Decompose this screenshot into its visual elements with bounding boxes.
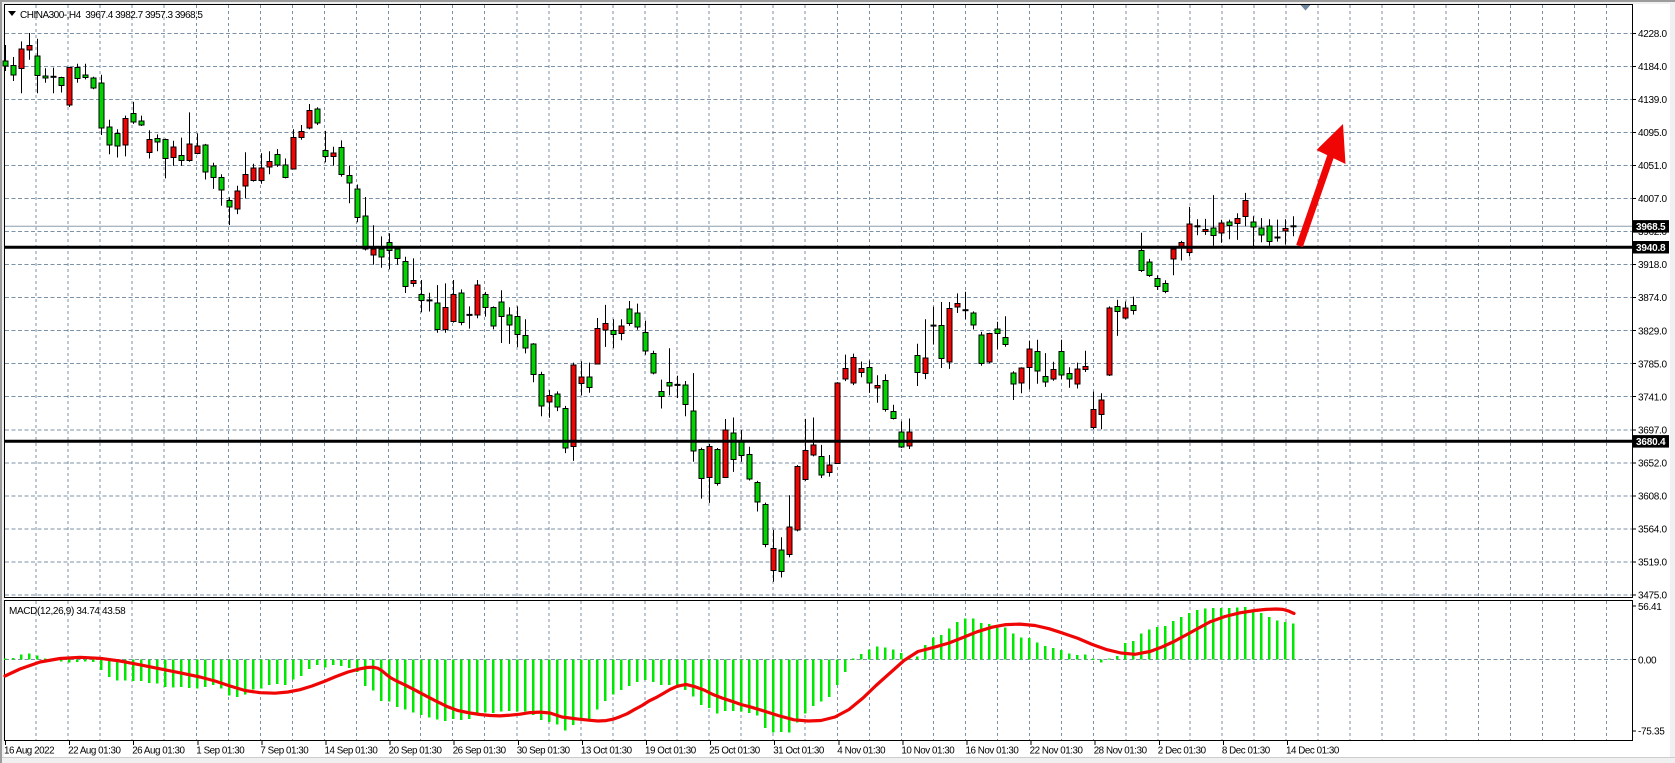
svg-text:16 Nov 01:30: 16 Nov 01:30 bbox=[966, 746, 1020, 757]
svg-text:25 Oct 01:30: 25 Oct 01:30 bbox=[709, 746, 761, 757]
svg-text:19 Oct 01:30: 19 Oct 01:30 bbox=[645, 746, 697, 757]
svg-text:MACD(12,26,9) 34.74 43.58: MACD(12,26,9) 34.74 43.58 bbox=[9, 606, 126, 617]
svg-text:16 Aug 2022: 16 Aug 2022 bbox=[4, 746, 54, 757]
svg-text:13 Oct 01:30: 13 Oct 01:30 bbox=[581, 746, 633, 757]
svg-text:3564.0: 3564.0 bbox=[1638, 525, 1668, 536]
svg-text:4184.0: 4184.0 bbox=[1638, 62, 1668, 73]
svg-text:3475.0: 3475.0 bbox=[1638, 591, 1668, 602]
svg-text:3680.4: 3680.4 bbox=[1636, 437, 1666, 448]
svg-text:7 Sep 01:30: 7 Sep 01:30 bbox=[260, 746, 309, 757]
svg-text:22 Aug 01:30: 22 Aug 01:30 bbox=[68, 746, 121, 757]
svg-text:3741.0: 3741.0 bbox=[1638, 392, 1668, 403]
svg-text:56.41: 56.41 bbox=[1638, 602, 1662, 613]
svg-text:3829.0: 3829.0 bbox=[1638, 326, 1668, 337]
svg-text:3940.8: 3940.8 bbox=[1636, 243, 1666, 254]
svg-text:3874.0: 3874.0 bbox=[1638, 293, 1668, 304]
svg-text:28 Nov 01:30: 28 Nov 01:30 bbox=[1094, 746, 1148, 757]
svg-text:4228.0: 4228.0 bbox=[1638, 29, 1668, 40]
svg-text:3918.0: 3918.0 bbox=[1638, 260, 1668, 271]
svg-text:26 Aug 01:30: 26 Aug 01:30 bbox=[132, 746, 185, 757]
svg-text:4051.0: 4051.0 bbox=[1638, 161, 1668, 172]
svg-text:3697.0: 3697.0 bbox=[1638, 425, 1668, 436]
svg-text:3519.0: 3519.0 bbox=[1638, 558, 1668, 569]
svg-text:0.00: 0.00 bbox=[1638, 655, 1657, 666]
svg-text:3785.0: 3785.0 bbox=[1638, 359, 1668, 370]
svg-text:3608.0: 3608.0 bbox=[1638, 492, 1668, 503]
svg-text:4095.0: 4095.0 bbox=[1638, 128, 1668, 139]
svg-text:26 Sep 01:30: 26 Sep 01:30 bbox=[453, 746, 507, 757]
svg-text:30 Sep 01:30: 30 Sep 01:30 bbox=[517, 746, 571, 757]
svg-text:31 Oct 01:30: 31 Oct 01:30 bbox=[773, 746, 825, 757]
svg-text:3968.5: 3968.5 bbox=[1636, 222, 1666, 233]
svg-text:8 Dec 01:30: 8 Dec 01:30 bbox=[1222, 746, 1271, 757]
svg-text:2 Dec 01:30: 2 Dec 01:30 bbox=[1158, 746, 1207, 757]
svg-text:CHINA300-,H4 3967.4 3982.7 39: CHINA300-,H4 3967.4 3982.7 3957.3 3968.5 bbox=[20, 10, 203, 21]
svg-text:4 Nov 01:30: 4 Nov 01:30 bbox=[837, 746, 886, 757]
svg-text:20 Sep 01:30: 20 Sep 01:30 bbox=[389, 746, 443, 757]
svg-text:4139.0: 4139.0 bbox=[1638, 95, 1668, 106]
svg-text:-75.35: -75.35 bbox=[1638, 727, 1665, 738]
svg-text:22 Nov 01:30: 22 Nov 01:30 bbox=[1030, 746, 1084, 757]
svg-text:1 Sep 01:30: 1 Sep 01:30 bbox=[196, 746, 245, 757]
svg-text:4007.0: 4007.0 bbox=[1638, 194, 1668, 205]
svg-text:14 Sep 01:30: 14 Sep 01:30 bbox=[325, 746, 379, 757]
svg-text:10 Nov 01:30: 10 Nov 01:30 bbox=[901, 746, 955, 757]
svg-text:3652.0: 3652.0 bbox=[1638, 458, 1668, 469]
svg-text:14 Dec 01:30: 14 Dec 01:30 bbox=[1286, 746, 1340, 757]
